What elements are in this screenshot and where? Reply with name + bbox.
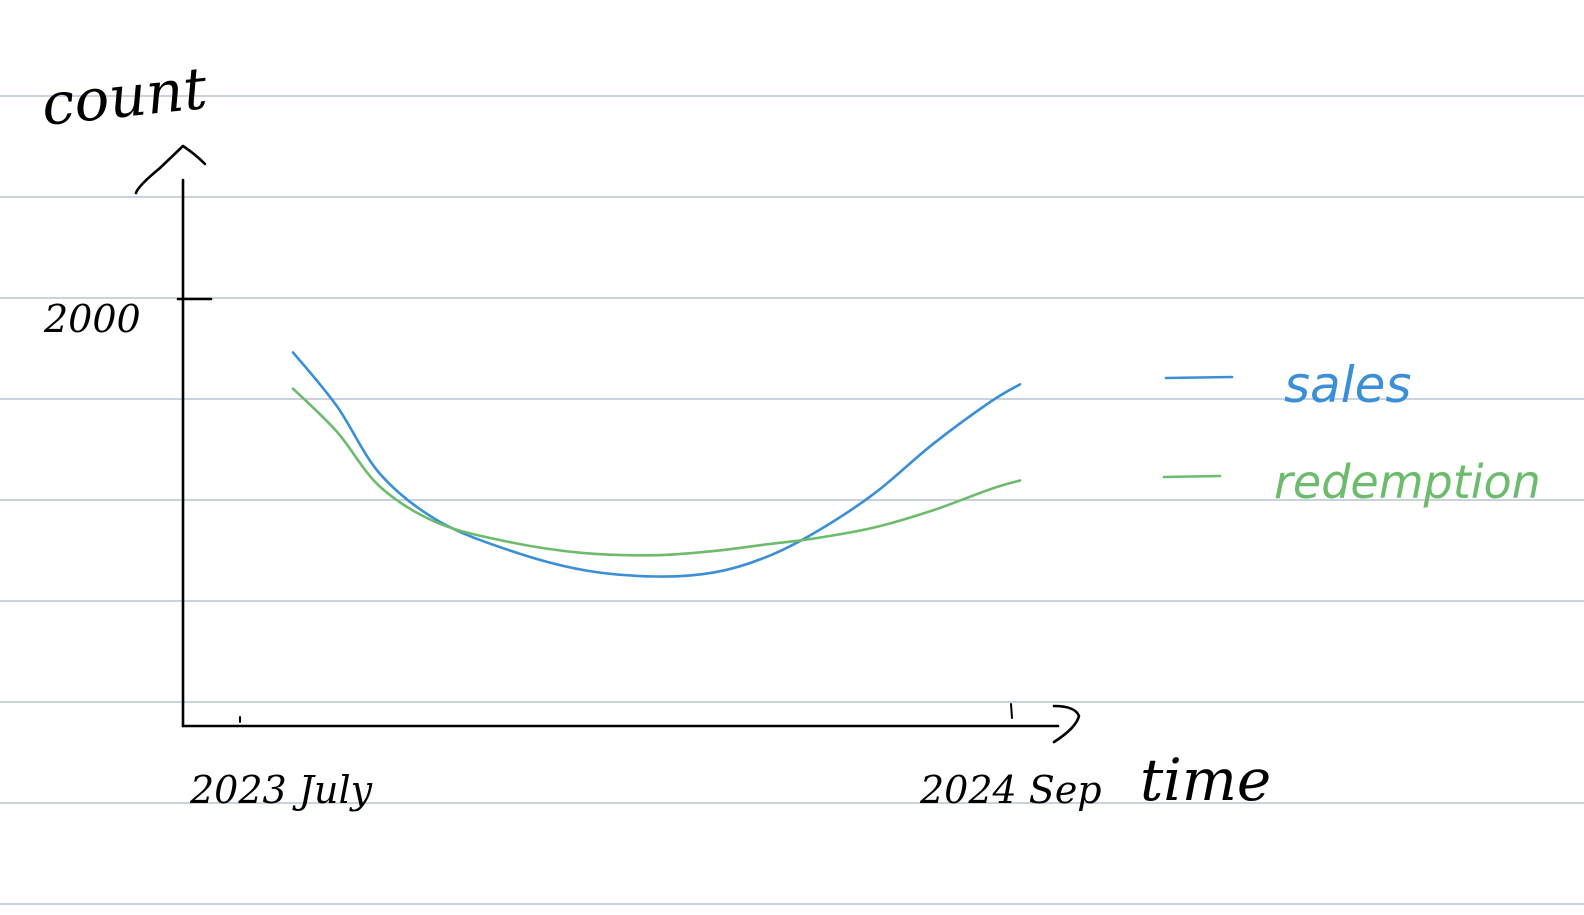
legend-label-redemption: redemption — [1274, 455, 1541, 509]
x-axis-label: time — [1140, 746, 1271, 814]
y-tick-label: 2000 — [43, 297, 141, 341]
legend-swatch-redemption — [1162, 474, 1222, 479]
y-axis-arrowhead — [134, 144, 207, 195]
legend-label-sales: sales — [1284, 356, 1411, 414]
x-tick-mark — [1010, 703, 1013, 719]
x-tick-label-end: 2024 Sep — [919, 768, 1102, 812]
legend: sales redemption — [1162, 356, 1541, 509]
axes — [134, 144, 1081, 744]
series-line-redemption — [291, 387, 1022, 557]
x-axis-arrowhead — [1052, 704, 1081, 744]
legend-swatch-sales — [1164, 375, 1234, 380]
series-line-sales — [291, 351, 1022, 578]
ruled-lines — [0, 95, 1584, 905]
x-tick-label-start: 2023 July — [189, 768, 373, 812]
y-axis-label: count — [38, 54, 210, 139]
series-layer — [291, 351, 1022, 578]
